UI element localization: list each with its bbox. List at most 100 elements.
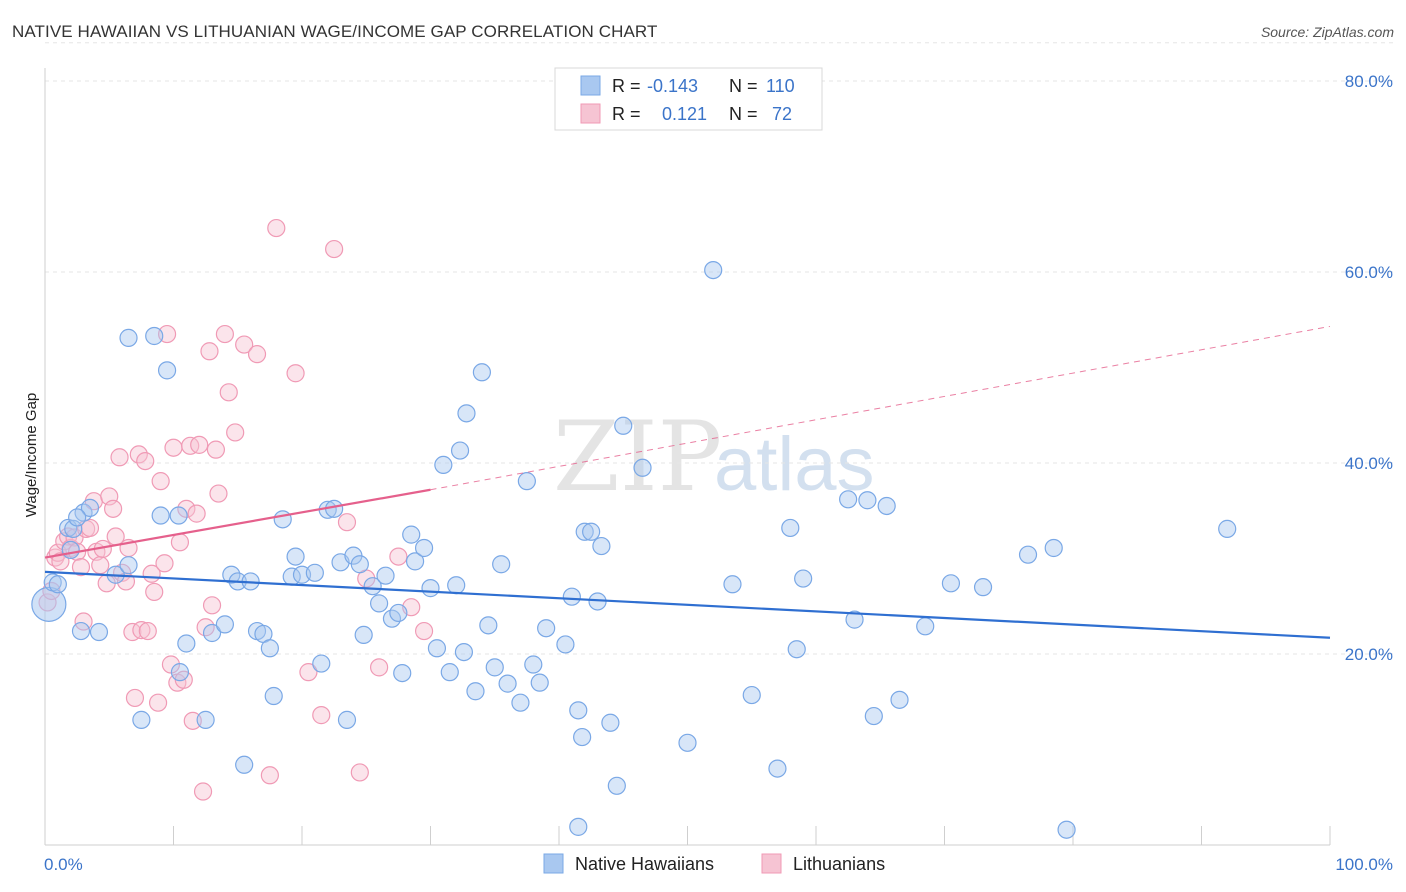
native-hawaiians-point-77 <box>569 817 588 836</box>
native-hawaiians-point-23 <box>215 615 234 634</box>
lithuanians-point-10 <box>71 557 91 577</box>
lithuanians-point-59 <box>260 766 279 785</box>
trend-lines <box>44 325 1331 639</box>
lithuanians-point-29 <box>132 621 151 640</box>
native-hawaiians-point-60 <box>454 642 474 662</box>
native-hawaiians-point-66 <box>492 555 511 574</box>
native-hawaiians-point-47 <box>376 566 395 585</box>
lithuanians-point-65 <box>337 513 357 532</box>
lithuanians-point-48 <box>193 782 213 801</box>
y-tick-label-0: 20.0% <box>1345 645 1393 664</box>
native-hawaiians-point-21 <box>196 710 215 729</box>
lithuanians-point-58 <box>247 345 267 364</box>
native-hawaiians-point-102 <box>973 578 993 597</box>
native-hawaiians-point-45 <box>363 577 382 596</box>
native-hawaiians-point-46 <box>370 594 389 613</box>
native-hawaiians-point-56 <box>434 455 453 475</box>
legend-r-label-1: R = <box>612 76 641 96</box>
native-hawaiians-trend-line <box>44 570 1331 639</box>
legend-r-label-2: R = <box>612 104 641 124</box>
native-hawaiians-point-54 <box>421 579 440 598</box>
native-hawaiians-point-50 <box>393 663 412 683</box>
lithuanians-point-54 <box>215 324 234 344</box>
native-hawaiians-point-32 <box>273 510 292 529</box>
lithuanians-point-52 <box>206 440 226 459</box>
native-hawaiians-point-16 <box>169 506 188 525</box>
legend-swatch-blue <box>580 75 601 96</box>
lithuanians-point-33 <box>145 582 164 602</box>
chart-title: NATIVE HAWAIIAN VS LITHUANIAN WAGE/INCOM… <box>12 22 658 41</box>
native-hawaiians-point-61 <box>457 404 476 423</box>
native-hawaiians-point-41 <box>337 710 357 729</box>
x-tick-label-end: 100.0% <box>1335 855 1393 874</box>
lithuanians-point-47 <box>190 435 209 454</box>
lithuanians-trend-extension <box>430 325 1331 491</box>
lithuanians-point-71 <box>414 621 434 641</box>
native-hawaiians-point-18 <box>177 634 196 653</box>
lithuanians-point-66 <box>350 763 369 782</box>
native-hawaiians-point-79 <box>582 522 601 541</box>
lithuanians-point-30 <box>136 451 155 471</box>
lithuanians-point-57 <box>235 335 254 354</box>
native-hawaiians-point-8 <box>68 508 87 527</box>
native-hawaiians-point-2 <box>48 575 67 594</box>
bottom-legend-label-lithuanians: Lithuanians <box>793 854 885 874</box>
native-hawaiians-point-51 <box>402 525 421 544</box>
lithuanians-point-22 <box>110 448 129 467</box>
lithuanians-point-55 <box>219 383 238 402</box>
y-axis-label: Wage/Income Gap <box>23 393 40 518</box>
native-hawaiians-point-104 <box>1044 538 1063 558</box>
lithuanians-point-45 <box>183 711 202 730</box>
lithuanians-point-39 <box>164 438 183 457</box>
lithuanians-point-62 <box>299 663 318 682</box>
native-hawaiians-point-89 <box>742 685 761 705</box>
native-hawaiians-point-105 <box>1057 820 1076 839</box>
native-hawaiians-point-15 <box>157 361 177 380</box>
native-hawaiians-point-52 <box>405 552 425 571</box>
native-hawaiians-point-87 <box>704 260 723 280</box>
lithuanians-point-4 <box>51 552 70 571</box>
native-hawaiians-point-106 <box>1218 519 1237 538</box>
watermark-zip: ZIP <box>553 401 722 513</box>
native-hawaiians-point-75 <box>569 701 588 720</box>
x-tick-label-start: 0.0% <box>44 855 83 874</box>
tick-labels: 20.0% 40.0% 60.0% 80.0% 0.0% 100.0% <box>44 72 1393 874</box>
native-hawaiians-point-69 <box>517 472 536 491</box>
native-hawaiians-point-55 <box>427 639 447 658</box>
native-hawaiians-point-22 <box>202 623 222 643</box>
native-hawaiians-point-5 <box>64 519 83 538</box>
lithuanians-point-69 <box>389 547 408 566</box>
native-hawaiians-point-0 <box>31 586 67 622</box>
lithuanians-point-61 <box>286 364 305 383</box>
native-hawaiians-point-94 <box>839 490 858 509</box>
legend-swatch-pink <box>580 103 601 124</box>
native-hawaiians-point-19 <box>132 710 151 729</box>
native-hawaiians-point-43 <box>350 555 369 574</box>
native-hawaiians-point-31 <box>264 686 283 706</box>
native-hawaiians-point-71 <box>530 673 549 692</box>
lithuanians-point-60 <box>267 218 286 238</box>
lithuanians-point-50 <box>200 342 219 361</box>
native-hawaiians-point-24 <box>222 565 241 584</box>
native-hawaiians-point-73 <box>556 635 575 654</box>
native-hawaiians-point-59 <box>450 441 470 460</box>
native-hawaiians-point-81 <box>592 536 611 556</box>
lithuanians-point-16 <box>91 556 110 575</box>
legend-r-value-2: 0.121 <box>662 104 707 124</box>
lithuanians-point-63 <box>312 706 331 725</box>
native-hawaiians-point-70 <box>524 655 543 674</box>
lithuanians-point-34 <box>148 693 168 712</box>
native-hawaiians-point-103 <box>1018 545 1038 564</box>
native-hawaiians-point-92 <box>787 640 806 659</box>
native-hawaiians-point-82 <box>601 713 620 732</box>
native-hawaiians-point-67 <box>498 674 517 693</box>
lithuanians-point-41 <box>170 533 190 552</box>
native-hawaiians-point-78 <box>575 522 594 541</box>
bottom-legend-label-native-hawaiians: Native Hawaiians <box>575 854 714 874</box>
legend-n-label-2: N = <box>729 104 758 124</box>
source-label: Source: ZipAtlas.com <box>1260 24 1394 40</box>
native-hawaiians-point-86 <box>678 733 697 752</box>
lithuanians-point-28 <box>129 445 148 464</box>
native-hawaiians-point-85 <box>633 458 652 477</box>
native-hawaiians-point-74 <box>562 587 581 606</box>
